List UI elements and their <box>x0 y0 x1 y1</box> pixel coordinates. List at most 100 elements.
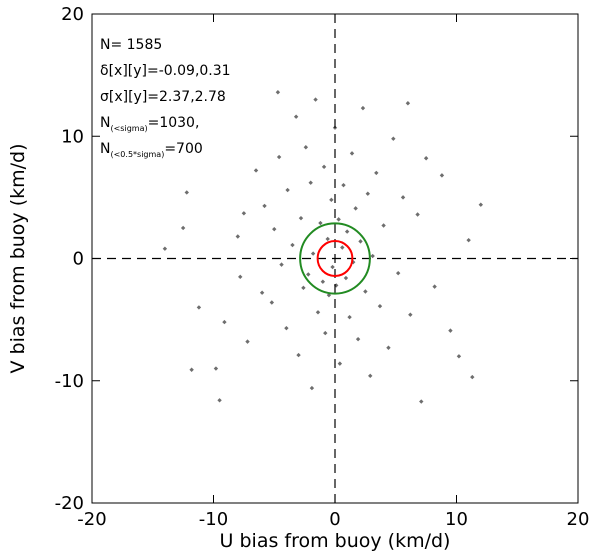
data-point <box>315 310 321 315</box>
y-tick-label: -10 <box>55 371 84 392</box>
x-tick-label: 20 <box>567 509 590 530</box>
data-point <box>330 264 335 270</box>
data-point <box>358 239 363 244</box>
data-point <box>343 275 349 281</box>
data-point <box>349 151 355 156</box>
data-point <box>269 300 275 305</box>
data-point <box>377 303 383 309</box>
data-point <box>456 354 462 359</box>
data-point <box>301 285 306 291</box>
data-point <box>344 229 350 234</box>
x-tick-label: 0 <box>329 509 340 530</box>
data-point <box>213 366 219 371</box>
data-point <box>309 385 315 391</box>
data-point <box>419 399 424 404</box>
data-point <box>355 336 361 342</box>
annotation-line: N(<sigma)=1030, <box>100 115 199 133</box>
data-point <box>222 319 227 325</box>
data-point <box>325 236 330 242</box>
half-sigma-circle <box>316 240 354 277</box>
data-point <box>290 242 295 248</box>
data-point <box>432 284 437 289</box>
data-point <box>259 290 265 295</box>
data-point <box>360 105 366 111</box>
data-point <box>365 191 371 196</box>
data-point <box>323 330 328 336</box>
x-tick-label: -10 <box>199 509 228 530</box>
data-point <box>296 352 301 358</box>
annotation-line: N(<0.5*sigma)=700 <box>100 141 203 159</box>
data-point <box>395 270 401 276</box>
x-tick-label: 10 <box>445 509 468 530</box>
data-point <box>303 145 309 150</box>
statistics-annotation: N= 1585 δ[x][y]=-0.09,0.31 σ[x][y]=2.37,2.… <box>100 37 231 159</box>
data-point <box>180 225 186 231</box>
data-point <box>363 289 368 294</box>
data-point <box>308 180 313 185</box>
data-point <box>391 136 396 141</box>
data-point <box>478 202 483 207</box>
annotation-line: σ[x][y]=2.37,2.78 <box>100 89 226 105</box>
data-point <box>189 367 194 372</box>
data-point <box>374 170 379 176</box>
data-point <box>381 223 386 228</box>
data-point <box>196 305 202 310</box>
data-point <box>466 237 471 243</box>
data-point <box>313 97 318 102</box>
data-point <box>386 345 391 350</box>
data-point <box>423 156 429 161</box>
data-point <box>162 246 168 251</box>
data-point <box>253 168 259 173</box>
data-point <box>448 328 453 333</box>
data-point <box>306 272 311 277</box>
sigma-circle <box>299 222 371 295</box>
sigma-circles <box>299 222 371 295</box>
data-point <box>279 262 284 267</box>
data-point <box>298 215 304 221</box>
data-point <box>276 154 282 160</box>
data-point <box>353 206 358 211</box>
annotation-line: N= 1585 <box>100 37 162 53</box>
scatter-points <box>162 90 483 404</box>
data-point <box>340 245 345 250</box>
data-point <box>235 234 240 239</box>
data-point <box>217 398 222 403</box>
data-point <box>439 173 445 178</box>
data-point <box>310 251 316 256</box>
data-point <box>241 211 247 216</box>
y-tick-label: -20 <box>55 493 84 514</box>
y-tick-label: 20 <box>61 4 84 25</box>
data-point <box>337 361 343 366</box>
data-point <box>336 217 341 222</box>
y-axis-label: V bias from buoy (km/d) <box>7 143 29 373</box>
data-point <box>341 182 346 188</box>
data-point <box>415 212 420 217</box>
x-axis-label: U bias from buoy (km/d) <box>220 530 451 552</box>
data-point <box>238 274 243 280</box>
data-point <box>329 197 334 203</box>
y-tick-label: 0 <box>73 249 84 270</box>
data-point <box>347 314 352 320</box>
data-point <box>285 187 290 193</box>
x-tick-label: -20 <box>77 509 106 530</box>
annotation-line: δ[x][y]=-0.09,0.31 <box>100 63 231 79</box>
data-point <box>275 90 281 95</box>
data-point <box>245 339 250 344</box>
data-point <box>318 220 323 226</box>
data-point <box>405 101 411 106</box>
data-point <box>400 195 406 200</box>
data-point <box>408 312 413 317</box>
data-point <box>368 373 373 379</box>
data-point <box>470 374 475 380</box>
data-point <box>293 114 299 119</box>
data-point <box>370 253 375 259</box>
data-point <box>184 190 189 195</box>
data-point <box>321 164 327 170</box>
data-point <box>262 203 267 209</box>
reference-lines <box>92 14 578 503</box>
y-tick-label: 10 <box>61 126 84 147</box>
data-point <box>284 325 289 331</box>
data-point <box>272 226 277 232</box>
data-point <box>320 279 326 284</box>
